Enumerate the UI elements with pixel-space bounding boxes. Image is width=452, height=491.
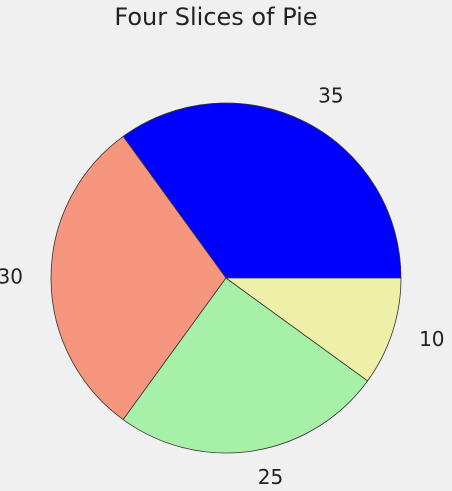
slice-label: 35 <box>318 84 343 108</box>
pie-slice <box>224 277 402 382</box>
pie-slice <box>50 135 227 421</box>
chart-title: Four Slices of Pie <box>114 3 317 31</box>
pie-slice <box>122 277 369 454</box>
slice-label: 10 <box>419 327 444 351</box>
slice-label: 30 <box>0 265 23 289</box>
pie-slice <box>122 102 402 279</box>
slice-label: 25 <box>258 465 283 489</box>
